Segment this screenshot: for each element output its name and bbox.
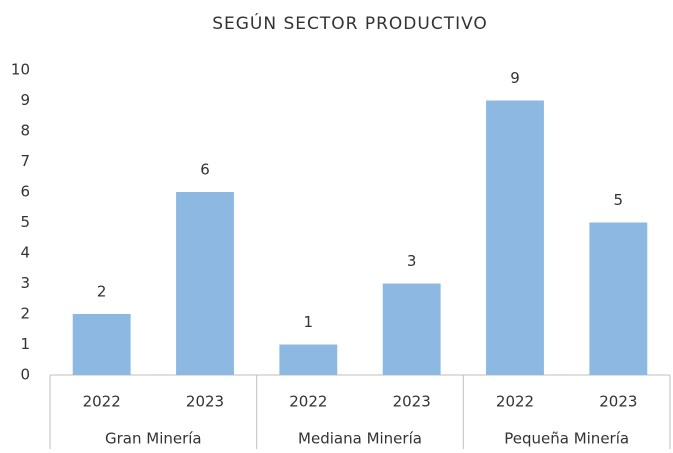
data-label: 3: [407, 252, 417, 270]
bar: [72, 314, 131, 375]
x-tick-label: 2023: [186, 393, 224, 411]
bar: [382, 283, 441, 375]
y-tick-label: 2: [20, 305, 30, 323]
y-tick-label: 0: [20, 366, 30, 384]
y-tick-label: 1: [20, 335, 30, 353]
data-label: 5: [614, 191, 624, 209]
bar: [589, 222, 648, 375]
y-tick-label: 4: [20, 244, 30, 262]
y-tick-label: 9: [20, 91, 30, 109]
y-tick-label: 8: [20, 122, 30, 140]
y-tick-label: 3: [20, 274, 30, 292]
data-label: 9: [510, 69, 520, 87]
x-tick-label: 2023: [599, 393, 637, 411]
data-label: 1: [304, 313, 314, 331]
bar: [279, 344, 338, 375]
bar: [176, 192, 234, 375]
y-tick-label: 10: [11, 61, 30, 79]
data-label: 6: [200, 161, 210, 179]
bar: [486, 100, 544, 375]
group-label: Mediana Minería: [298, 430, 422, 448]
x-tick-label: 2023: [393, 393, 431, 411]
x-tick-label: 2022: [289, 393, 327, 411]
group-label: Pequeña Minería: [504, 430, 629, 448]
y-tick-label: 7: [20, 152, 30, 170]
data-label: 2: [97, 283, 107, 301]
x-tick-label: 2022: [83, 393, 121, 411]
y-tick-label: 5: [20, 213, 30, 231]
x-tick-label: 2022: [496, 393, 534, 411]
y-tick-label: 6: [20, 183, 30, 201]
group-label: Gran Minería: [105, 430, 202, 448]
chart-title: SEGÚN SECTOR PRODUCTIVO: [212, 12, 488, 34]
